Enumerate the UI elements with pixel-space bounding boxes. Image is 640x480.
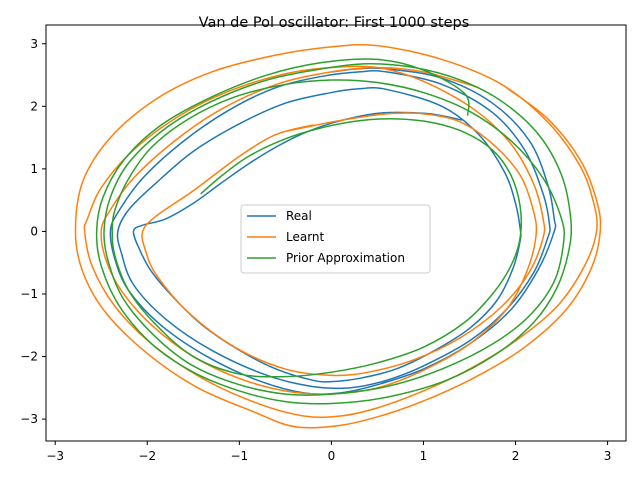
series-line-learnt [74,43,602,429]
x-tick-label: −2 [138,449,156,463]
x-tick-label: 0 [328,449,336,463]
y-tick-label: 3 [30,37,38,51]
y-tick-label: 0 [30,224,38,238]
series-line-prior-approximation [95,58,573,405]
y-tick-label: 1 [30,162,38,176]
legend-box [240,204,431,274]
chart-title: Van de Pol oscillator: First 1000 steps [199,15,470,31]
legend-label-prior: Prior Approximation [286,251,405,265]
plot-frame [45,24,627,442]
x-tick-label: −1 [230,449,248,463]
y-tick-label: 2 [30,99,38,113]
x-tick-label: 1 [420,449,428,463]
legend-label-real: Real [286,209,312,223]
y-axis: −3 −2 −1 0 1 2 3 [20,37,46,426]
x-tick-label: 3 [604,449,612,463]
plot-lines [74,43,602,429]
x-tick-label: −3 [46,449,64,463]
y-tick-label: −3 [20,412,38,426]
legend: Real Learnt Prior Approximation [240,204,431,274]
y-tick-label: −1 [20,287,38,301]
x-axis: −3 −2 −1 0 1 2 3 [46,441,611,463]
x-tick-label: 2 [512,449,520,463]
legend-label-learnt: Learnt [286,230,325,244]
y-tick-label: −2 [20,350,38,364]
